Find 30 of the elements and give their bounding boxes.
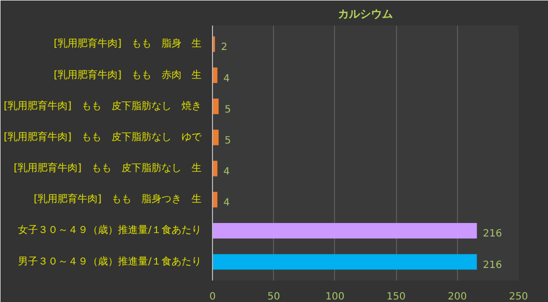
x-tick-label: 0 <box>209 292 216 302</box>
y-tick-label: [乳用肥育牛肉] もも 皮下脂肪なし 焼き <box>4 100 202 112</box>
y-tick-label: 女子３０～４９（歳）推進量/１食あたり <box>18 224 202 236</box>
data-label: 4 <box>223 73 230 84</box>
y-tick-label: [乳用肥育牛肉] もも 赤肉 生 <box>54 68 202 81</box>
x-tick-label: 250 <box>508 292 528 302</box>
data-label: 5 <box>224 104 231 116</box>
bar <box>212 254 477 270</box>
y-tick-label: 男子３０～４９（歳）推進量/１食あたり <box>18 255 202 268</box>
bar <box>212 160 218 176</box>
x-tick-label: 50 <box>267 292 280 302</box>
data-label: 4 <box>223 198 230 209</box>
y-tick-label: [乳用肥育牛肉] もも 皮下脂肪なし 生 <box>14 162 202 174</box>
x-tick-label: 200 <box>448 292 467 302</box>
data-label: 5 <box>224 135 231 146</box>
y-tick-label: [乳用肥育牛肉] もも 脂身 生 <box>54 38 202 50</box>
y-tick-label: [乳用肥育牛肉] もも 脂身つき 生 <box>34 193 202 206</box>
x-tick-label: 100 <box>325 292 344 302</box>
bar <box>212 222 477 239</box>
data-label: 216 <box>482 260 502 271</box>
bar <box>212 130 219 146</box>
bar <box>212 192 218 208</box>
y-tick-label: [乳用肥育牛肉] もも 皮下脂肪なし ゆで <box>4 130 202 143</box>
data-label: 216 <box>482 228 502 240</box>
bar <box>212 67 218 84</box>
x-tick-label: 150 <box>386 292 406 302</box>
data-label: 4 <box>223 166 230 178</box>
bar <box>212 98 219 114</box>
chart-title: カルシウム <box>338 8 393 20</box>
data-label: 2 <box>220 42 228 54</box>
